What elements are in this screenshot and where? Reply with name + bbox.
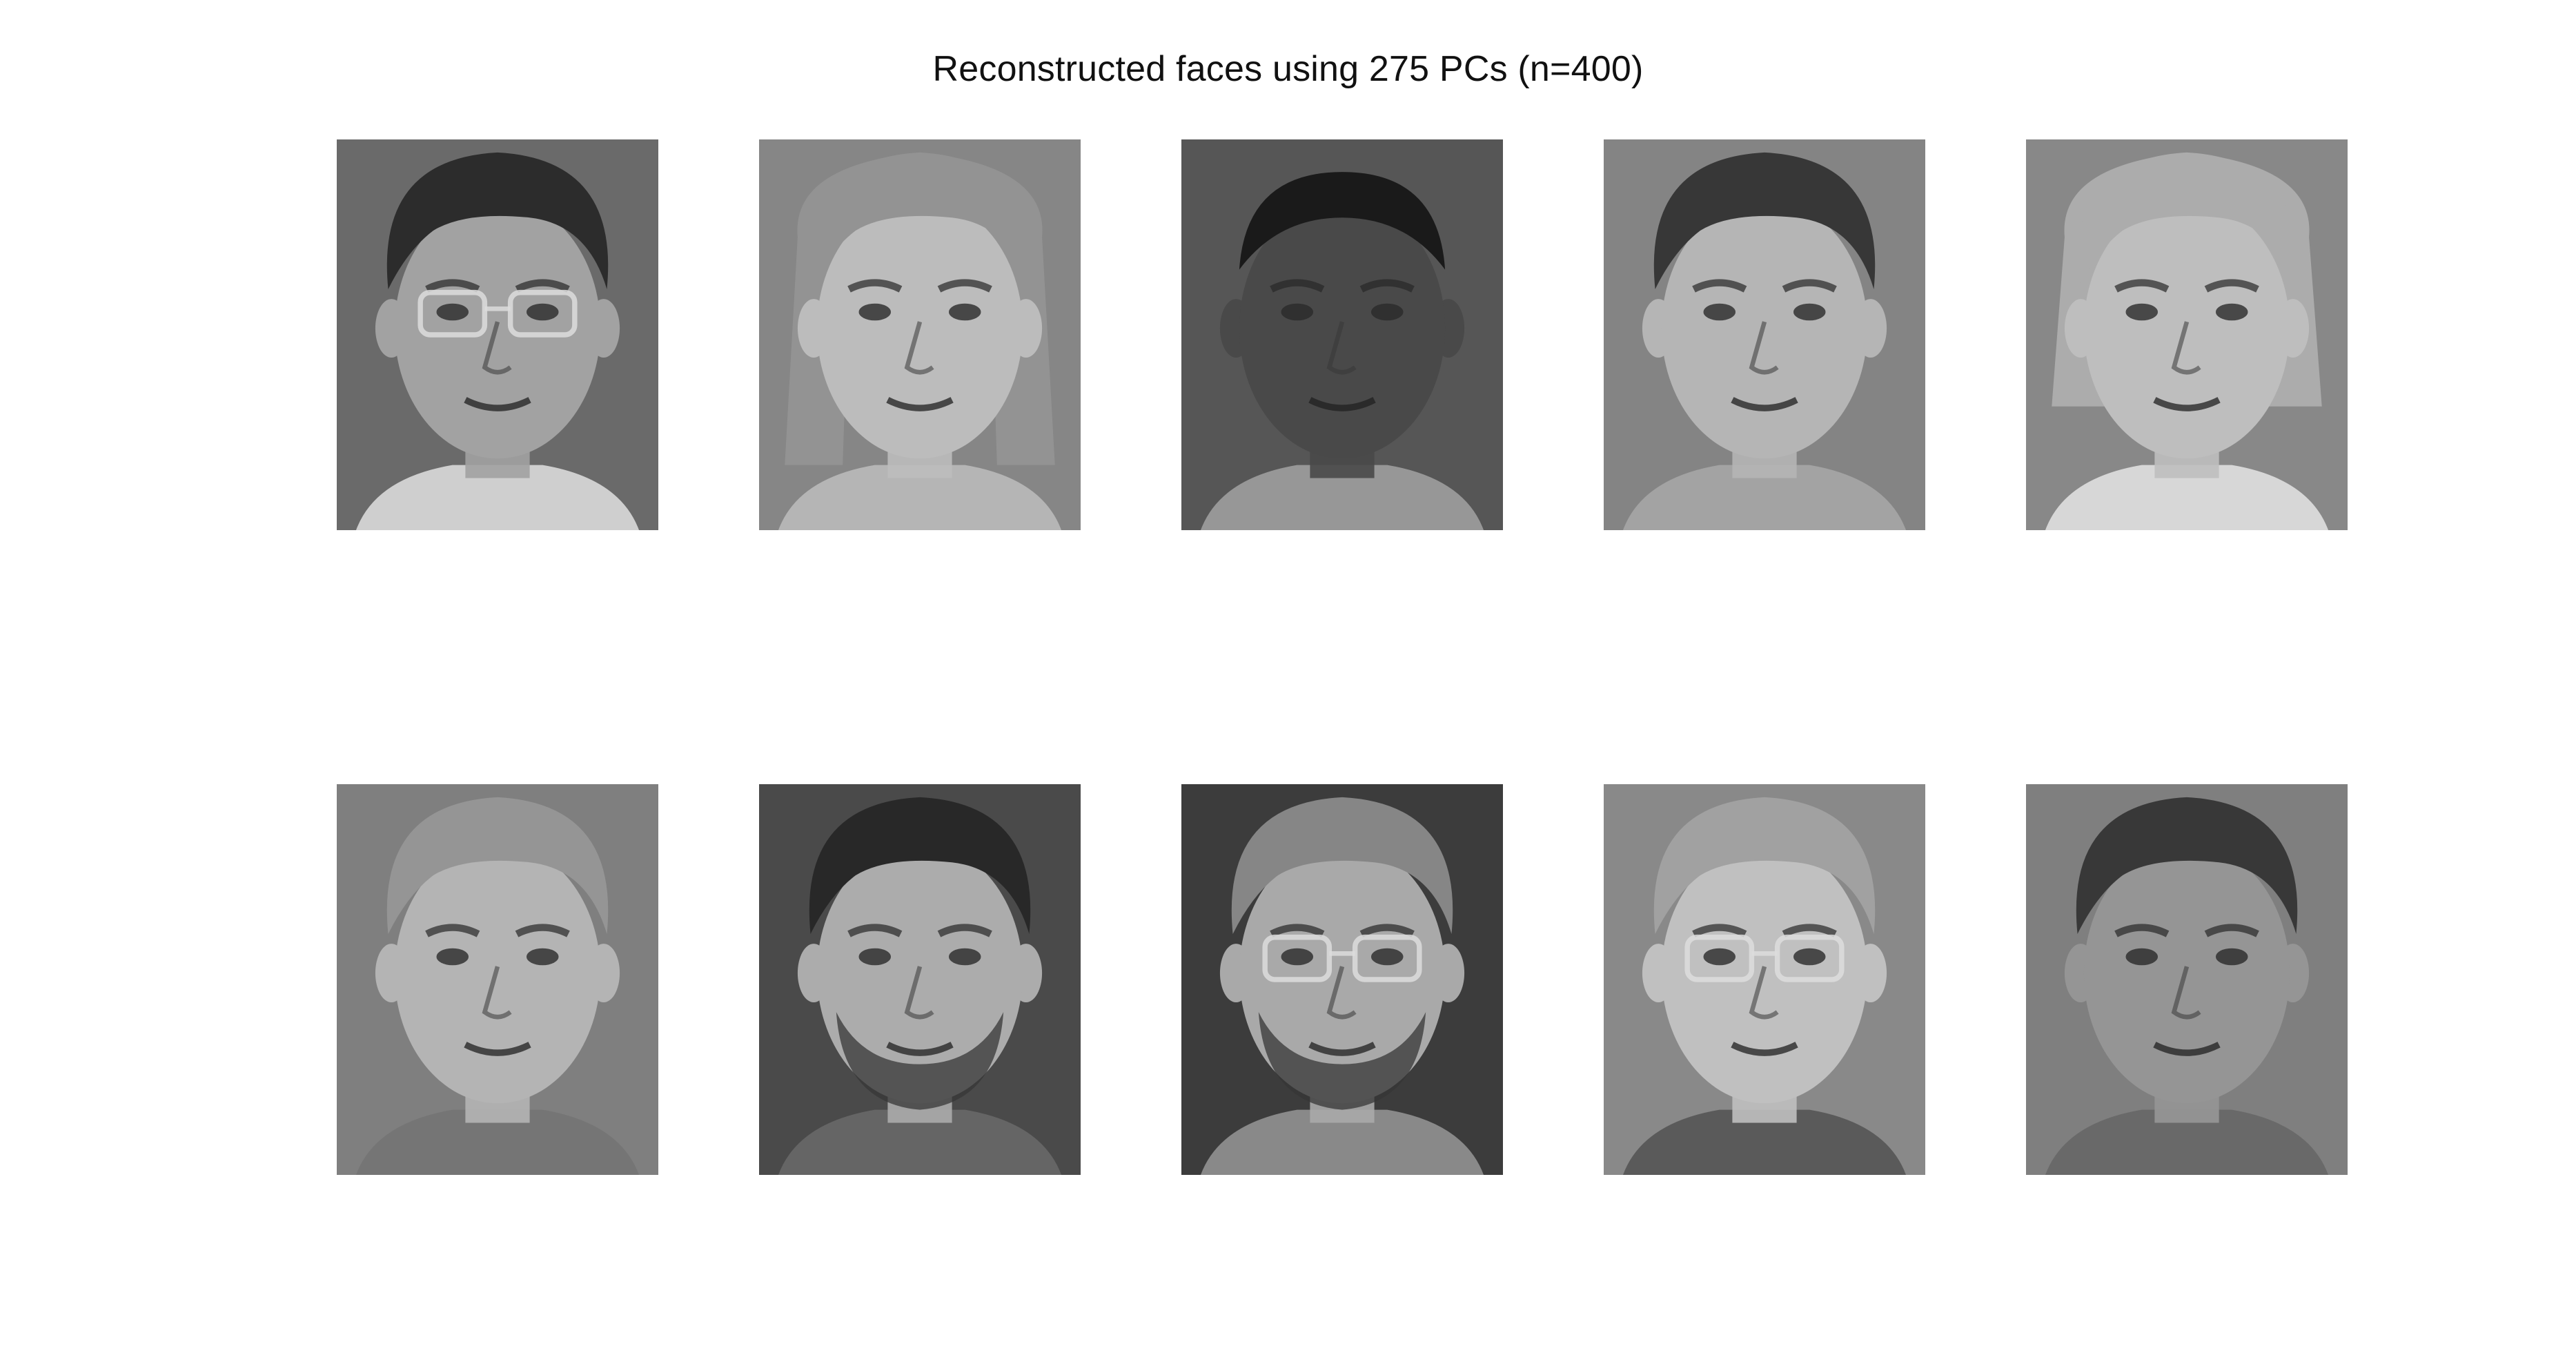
face-portrait (1604, 139, 1925, 530)
face-portrait (337, 139, 658, 530)
face-portrait (2026, 784, 2348, 1175)
face-image (1604, 784, 1925, 1175)
face-portrait (1181, 139, 1503, 530)
face-portrait (759, 139, 1081, 530)
face-image (759, 784, 1081, 1175)
face-image (1604, 139, 1925, 530)
figure-title: Reconstructed faces using 275 PCs (n=400… (932, 49, 1644, 89)
face-image (2026, 139, 2348, 530)
face-portrait (759, 784, 1081, 1175)
face-image (337, 784, 658, 1175)
face-image (1181, 784, 1503, 1175)
face-image (1181, 139, 1503, 530)
face-portrait (337, 784, 658, 1175)
face-image (337, 139, 658, 530)
face-portrait (1181, 784, 1503, 1175)
face-portrait (2026, 139, 2348, 530)
face-image (759, 139, 1081, 530)
face-portrait (1604, 784, 1925, 1175)
face-image (2026, 784, 2348, 1175)
